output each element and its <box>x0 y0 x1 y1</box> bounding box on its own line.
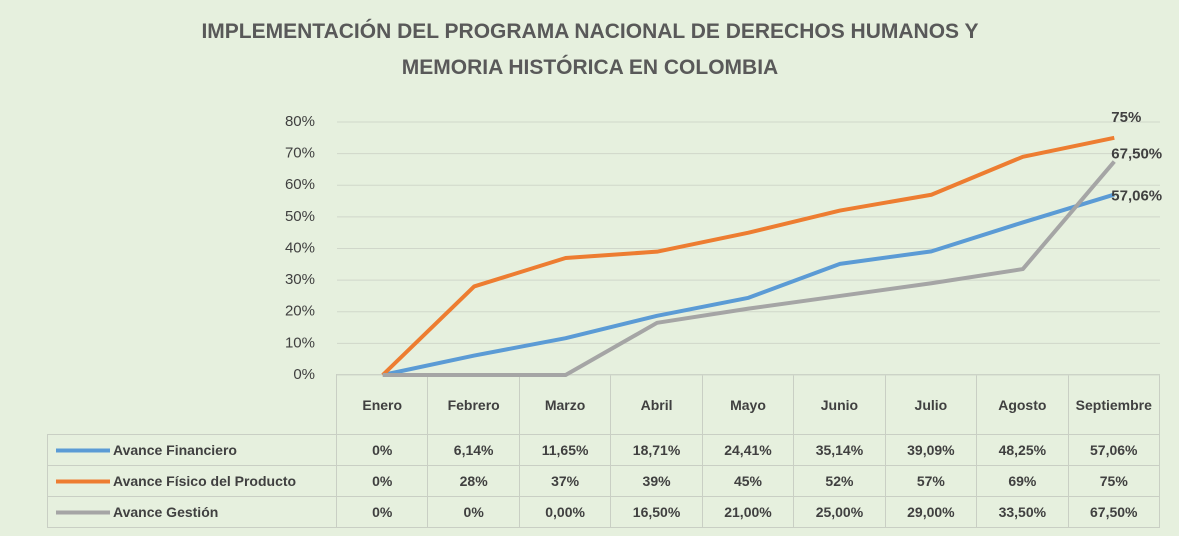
category-header: Abril <box>610 374 703 435</box>
table-value: 0% <box>336 465 429 497</box>
table-value: 35,14% <box>793 434 886 466</box>
table-value: 39% <box>610 465 703 497</box>
data-label: 75% <box>1111 109 1141 126</box>
table-value: 57% <box>884 465 978 497</box>
series-line <box>382 192 1115 377</box>
table-value: 52% <box>793 465 886 497</box>
table-value: 24,41% <box>701 434 795 466</box>
y-tick-label: 10% <box>285 334 315 351</box>
table-value: 75% <box>1067 465 1160 497</box>
category-header: Julio <box>884 374 978 435</box>
y-tick-label: 70% <box>285 145 315 162</box>
table-value: 67,50% <box>1067 496 1160 528</box>
y-tick-label: 60% <box>285 176 315 193</box>
table-value: 0% <box>336 434 429 466</box>
table-value: 45% <box>701 465 795 497</box>
table-value: 37% <box>518 465 612 497</box>
series-line <box>381 135 1115 377</box>
data-label: 67,50% <box>1111 146 1162 163</box>
category-header: Febrero <box>427 374 520 435</box>
table-value: 6,14% <box>427 434 520 466</box>
category-header: Septiembre <box>1067 374 1160 435</box>
table-value: 39,09% <box>884 434 978 466</box>
legend-label: Avance Gestión <box>113 503 219 520</box>
table-value: 33,50% <box>976 496 1069 528</box>
y-tick-label: 80% <box>285 113 315 130</box>
category-header: Agosto <box>976 374 1069 435</box>
table-value: 0% <box>336 496 429 528</box>
table-value: 57,06% <box>1067 434 1160 466</box>
table-value: 25,00% <box>793 496 886 528</box>
series-line <box>382 160 1116 377</box>
table-value: 48,25% <box>976 434 1069 466</box>
table-value: 0,00% <box>518 496 612 528</box>
table-value: 16,50% <box>610 496 703 528</box>
table-value: 28% <box>427 465 520 497</box>
y-tick-label: 50% <box>285 208 315 225</box>
category-header: Marzo <box>518 374 612 435</box>
table-value: 21,00% <box>701 496 795 528</box>
legend-label: Avance Financiero <box>113 441 237 458</box>
table-value: 11,65% <box>518 434 612 466</box>
data-label: 57,06% <box>1111 188 1162 205</box>
chart-title: IMPLEMENTACIÓN DEL PROGRAMA NACIONAL DE … <box>201 20 979 79</box>
legend-label: Avance Físico del Producto <box>113 472 297 489</box>
table-value: 0% <box>427 496 520 528</box>
category-header: Junio <box>793 374 886 435</box>
category-header: Enero <box>336 374 429 435</box>
table-value: 18,71% <box>610 434 703 466</box>
table-value: 69% <box>976 465 1069 497</box>
table-value: 29,00% <box>884 496 978 528</box>
y-tick-label: 20% <box>285 303 315 320</box>
y-tick-label: 0% <box>293 366 315 383</box>
y-tick-label: 30% <box>285 271 315 288</box>
y-tick-label: 40% <box>285 239 315 256</box>
category-header: Mayo <box>701 374 795 435</box>
